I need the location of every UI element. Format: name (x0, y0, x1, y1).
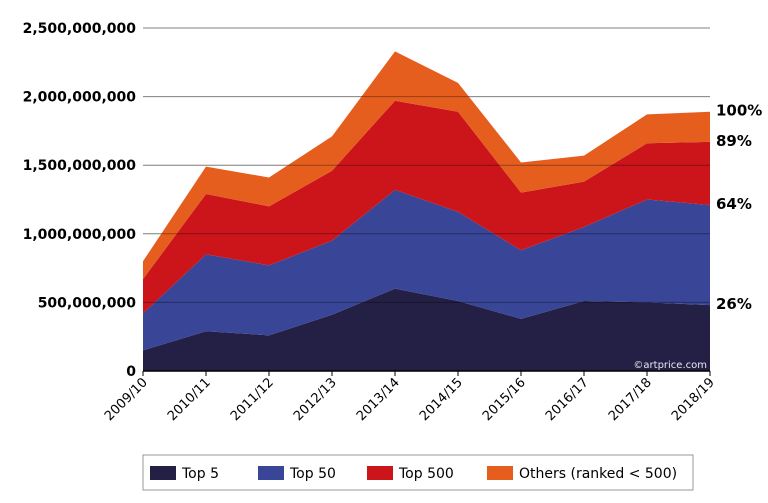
y-tick-label: 2,500,000,000 (23, 21, 137, 37)
gridlines-overlay (143, 27, 710, 303)
legend-label: Top 50 (289, 466, 336, 482)
y-axis: 0 500,000,000 1,000,000,000 1,500,000,000 2,… (23, 21, 137, 380)
y-tick-label: 2,000,000,000 (23, 90, 137, 106)
y-tick-label: 0 (126, 364, 136, 380)
x-tick-label: 2015/16 (480, 375, 529, 424)
x-tick-label: 2009/10 (102, 375, 151, 424)
legend-label: Others (ranked < 500) (519, 466, 677, 482)
x-tick-label: 2010/11 (165, 375, 214, 424)
area-top-5 (143, 288, 710, 371)
end-share-labels: 26% 64% 89% 100% (716, 102, 762, 313)
y-tick-label: 500,000,000 (38, 295, 137, 311)
credit: ©artprice.com (633, 360, 707, 371)
share-label: 64% (716, 195, 752, 213)
share-label: 26% (716, 295, 752, 313)
area-top-500 (143, 100, 710, 314)
area-top-50 (143, 189, 710, 351)
x-tick-label: 2012/13 (291, 375, 340, 424)
legend-swatch (150, 466, 176, 480)
legend: Top 5 Top 50 Top 500 Others (ranked < 500) (142, 454, 694, 491)
legend-swatch (367, 466, 393, 480)
legend-label: Top 5 (181, 466, 219, 482)
area-others-ranked-500- (143, 51, 710, 280)
x-tick-label: 2016/17 (543, 375, 592, 424)
legend-label: Top 500 (398, 466, 454, 482)
legend-swatch (487, 466, 513, 480)
x-tick-label: 2017/18 (606, 375, 655, 424)
x-tick-label: 2014/15 (417, 375, 466, 424)
share-label: 89% (716, 132, 752, 150)
x-tick-label: 2013/14 (354, 375, 403, 424)
y-tick-label: 1,000,000,000 (23, 227, 137, 243)
x-axis: 2009/10 2010/11 2011/12 2012/13 2013/14 2014/… (102, 370, 718, 424)
share-label: 100% (716, 102, 762, 120)
legend-swatch (258, 466, 284, 480)
x-tick-label: 2011/12 (228, 375, 277, 424)
y-tick-label: 1,500,000,000 (23, 158, 137, 174)
x-tick-label: 2018/19 (669, 375, 718, 424)
areas (143, 51, 710, 371)
